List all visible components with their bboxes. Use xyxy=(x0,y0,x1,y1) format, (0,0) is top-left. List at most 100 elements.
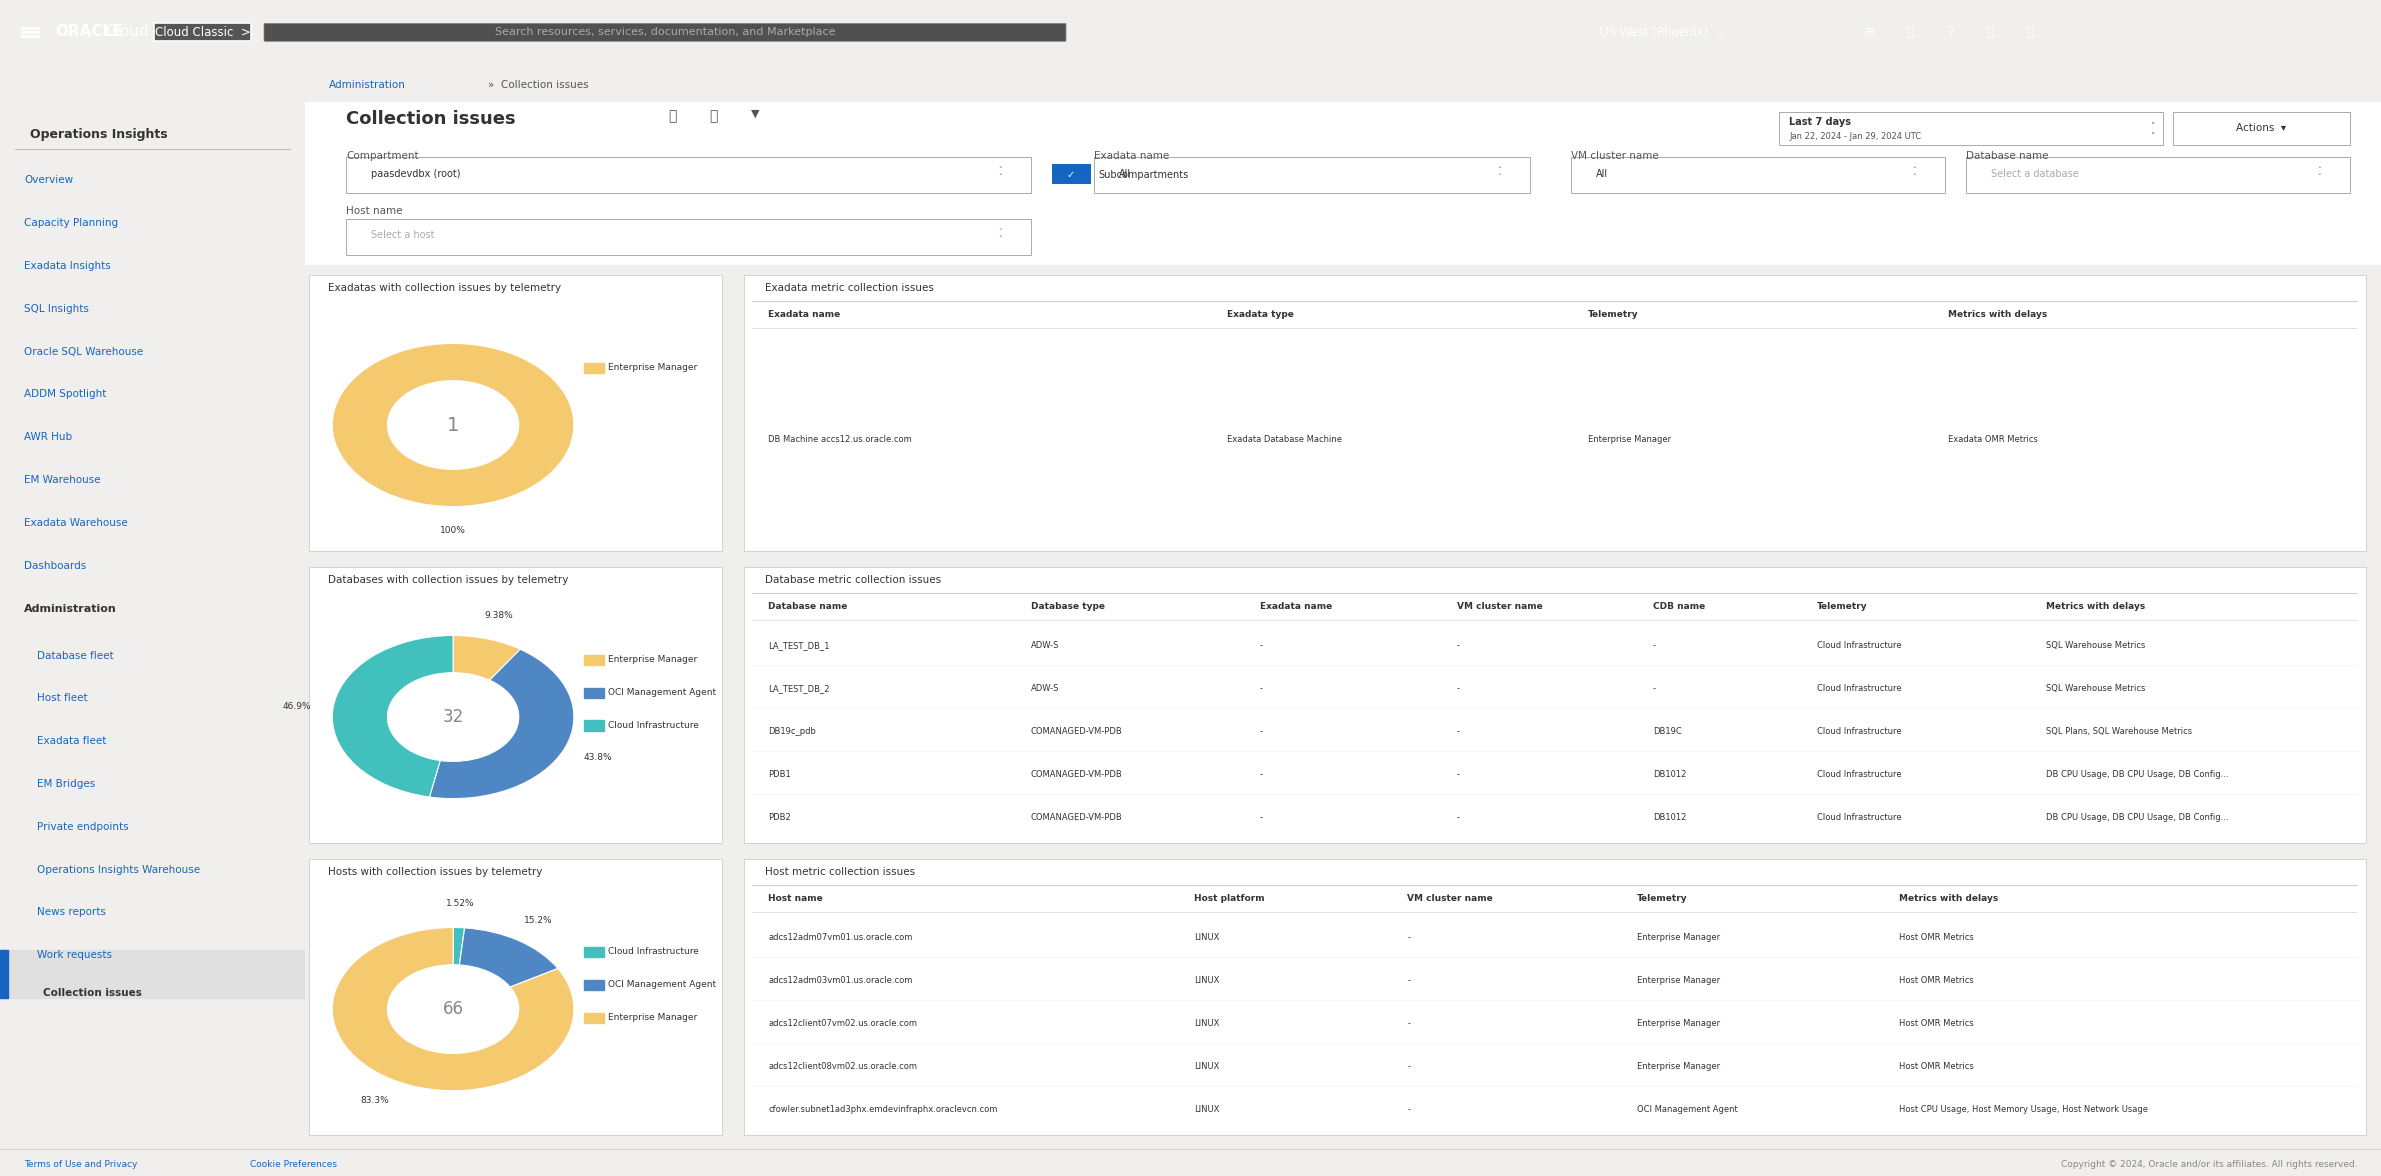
Text: EM Warehouse: EM Warehouse xyxy=(24,475,100,486)
Text: Select a database: Select a database xyxy=(1991,168,2079,179)
Text: -: - xyxy=(1260,727,1262,736)
Text: VM cluster name: VM cluster name xyxy=(1571,151,1660,161)
Text: 👤: 👤 xyxy=(2026,26,2033,39)
Text: Exadata name: Exadata name xyxy=(769,310,840,320)
Text: LINUX: LINUX xyxy=(1195,976,1219,985)
Text: DB CPU Usage, DB CPU Usage, DB Config...: DB CPU Usage, DB CPU Usage, DB Config... xyxy=(2045,770,2229,779)
Text: ADDM Spotlight: ADDM Spotlight xyxy=(24,389,107,400)
Text: Last 7 days: Last 7 days xyxy=(1788,116,1852,127)
Text: Actions  ▾: Actions ▾ xyxy=(2236,123,2286,133)
Text: 100%: 100% xyxy=(440,527,467,535)
Text: 83.3%: 83.3% xyxy=(360,1096,388,1105)
Text: DB19c_pdb: DB19c_pdb xyxy=(769,727,817,736)
Text: ˄
˅: ˄ ˅ xyxy=(1498,167,1500,180)
FancyBboxPatch shape xyxy=(155,24,250,41)
Text: DB CPU Usage, DB CPU Usage, DB Config...: DB CPU Usage, DB CPU Usage, DB Config... xyxy=(2045,813,2229,822)
Text: paasdevdbx (root): paasdevdbx (root) xyxy=(371,168,460,179)
Text: 1: 1 xyxy=(448,415,460,434)
Text: cfowler.subnet1ad3phx.emdevinfraphx.oraclevcn.com: cfowler.subnet1ad3phx.emdevinfraphx.orac… xyxy=(769,1104,998,1114)
Text: -: - xyxy=(1652,641,1657,650)
Text: EM Bridges: EM Bridges xyxy=(36,779,95,789)
FancyBboxPatch shape xyxy=(743,858,2367,1135)
Text: Jan 22, 2024 - Jan 29, 2024 UTC: Jan 22, 2024 - Jan 29, 2024 UTC xyxy=(1788,132,1921,140)
Text: Database type: Database type xyxy=(1031,602,1105,612)
Text: -: - xyxy=(1260,684,1262,693)
Text: Database name: Database name xyxy=(1967,151,2048,161)
Text: Enterprise Manager: Enterprise Manager xyxy=(607,655,698,664)
Text: Exadata OMR Metrics: Exadata OMR Metrics xyxy=(1948,435,2038,443)
Text: Enterprise Manager: Enterprise Manager xyxy=(607,363,698,373)
FancyBboxPatch shape xyxy=(1779,112,2162,145)
FancyBboxPatch shape xyxy=(310,275,721,550)
Text: Subcompartments: Subcompartments xyxy=(1098,169,1188,180)
Text: Capacity Planning: Capacity Planning xyxy=(24,219,119,228)
Text: LINUX: LINUX xyxy=(1195,1018,1219,1028)
Text: Host name: Host name xyxy=(769,895,824,903)
Text: 46.9%: 46.9% xyxy=(283,702,312,711)
Text: -: - xyxy=(1260,813,1262,822)
Bar xyxy=(583,688,602,697)
Text: Enterprise Manager: Enterprise Manager xyxy=(1636,1018,1719,1028)
Text: Terms of Use and Privacy: Terms of Use and Privacy xyxy=(24,1161,138,1169)
Text: adcs12adm07vm01.us.oracle.com: adcs12adm07vm01.us.oracle.com xyxy=(769,933,912,942)
Text: »  Collection issues: » Collection issues xyxy=(488,80,588,91)
Text: Administration: Administration xyxy=(329,80,405,91)
Text: Enterprise Manager: Enterprise Manager xyxy=(1636,1062,1719,1071)
Text: Database fleet: Database fleet xyxy=(36,650,114,661)
Text: Collection issues: Collection issues xyxy=(345,111,517,128)
Text: Telemetry: Telemetry xyxy=(1588,310,1638,320)
Text: PDB2: PDB2 xyxy=(769,813,790,822)
Text: 15.2%: 15.2% xyxy=(524,916,552,924)
Text: All: All xyxy=(1595,168,1607,179)
Text: -: - xyxy=(1407,933,1410,942)
Text: DB1012: DB1012 xyxy=(1652,813,1686,822)
FancyBboxPatch shape xyxy=(1093,158,1529,193)
Text: VM cluster name: VM cluster name xyxy=(1457,602,1543,612)
Text: SQL Insights: SQL Insights xyxy=(24,303,88,314)
FancyBboxPatch shape xyxy=(310,567,721,843)
Wedge shape xyxy=(452,635,519,680)
Text: ˄
˅: ˄ ˅ xyxy=(2150,122,2155,141)
Text: ORACLE: ORACLE xyxy=(55,24,124,39)
Text: Cloud Infrastructure: Cloud Infrastructure xyxy=(1817,684,1902,693)
Text: -: - xyxy=(1457,813,1460,822)
Text: SQL Warehouse Metrics: SQL Warehouse Metrics xyxy=(2045,641,2145,650)
Wedge shape xyxy=(429,649,574,799)
Text: All: All xyxy=(1119,168,1131,179)
Text: Host metric collection issues: Host metric collection issues xyxy=(764,868,914,877)
Text: adcs12client08vm02.us.oracle.com: adcs12client08vm02.us.oracle.com xyxy=(769,1062,917,1071)
Text: Host OMR Metrics: Host OMR Metrics xyxy=(1898,933,1974,942)
Text: ⛖: ⛖ xyxy=(710,109,719,122)
Text: Databases with collection issues by telemetry: Databases with collection issues by tele… xyxy=(329,575,569,586)
FancyBboxPatch shape xyxy=(2174,112,2350,145)
Bar xyxy=(583,1013,602,1023)
Text: LINUX: LINUX xyxy=(1195,1062,1219,1071)
FancyBboxPatch shape xyxy=(1571,158,1945,193)
Wedge shape xyxy=(333,928,574,1090)
Bar xyxy=(583,721,602,730)
Text: ADW-S: ADW-S xyxy=(1031,641,1060,650)
Text: Operations Insights: Operations Insights xyxy=(31,128,169,141)
Text: Exadata name: Exadata name xyxy=(1093,151,1169,161)
Text: COMANAGED-VM-PDB: COMANAGED-VM-PDB xyxy=(1031,770,1121,779)
Text: Host platform: Host platform xyxy=(1195,895,1264,903)
Text: adcs12adm03vm01.us.oracle.com: adcs12adm03vm01.us.oracle.com xyxy=(769,976,912,985)
Text: 🌐: 🌐 xyxy=(1986,26,1993,39)
Text: Exadata Warehouse: Exadata Warehouse xyxy=(24,517,129,528)
Text: ⊞: ⊞ xyxy=(1864,26,1876,39)
Text: Exadata type: Exadata type xyxy=(1226,310,1293,320)
FancyBboxPatch shape xyxy=(743,567,2367,843)
Text: OCI Management Agent: OCI Management Agent xyxy=(1636,1104,1738,1114)
FancyBboxPatch shape xyxy=(264,24,1067,41)
Text: ˄
˅: ˄ ˅ xyxy=(998,167,1002,180)
Text: -: - xyxy=(1407,1018,1410,1028)
Bar xyxy=(583,362,602,373)
Text: VM cluster name: VM cluster name xyxy=(1407,895,1493,903)
Text: CDB name: CDB name xyxy=(1652,602,1705,612)
Text: OCI Management Agent: OCI Management Agent xyxy=(607,981,717,989)
Text: DB19C: DB19C xyxy=(1652,727,1681,736)
Text: OCI Management Agent: OCI Management Agent xyxy=(607,688,717,697)
Text: Host CPU Usage, Host Memory Usage, Host Network Usage: Host CPU Usage, Host Memory Usage, Host … xyxy=(1898,1104,2148,1114)
Text: Metrics with delays: Metrics with delays xyxy=(2045,602,2145,612)
Wedge shape xyxy=(333,343,574,507)
